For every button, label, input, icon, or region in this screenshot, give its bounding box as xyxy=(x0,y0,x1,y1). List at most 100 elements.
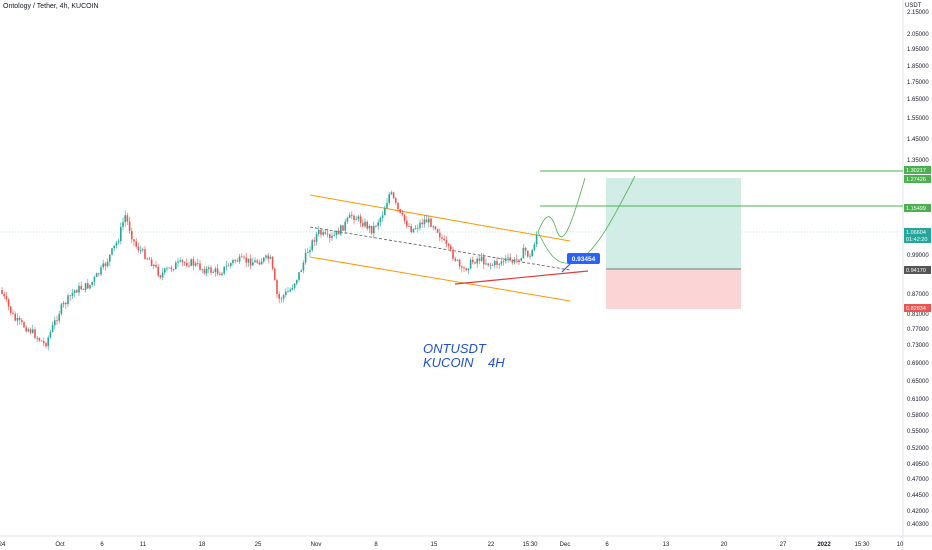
candle-body xyxy=(150,259,153,267)
candle-body xyxy=(458,259,461,267)
candle-body xyxy=(247,258,250,263)
candle-body xyxy=(161,272,164,278)
candle-body xyxy=(364,221,366,227)
candle-body xyxy=(353,215,355,220)
candle-body xyxy=(271,256,274,269)
candle-body xyxy=(535,234,538,245)
candle-body xyxy=(311,240,313,251)
candle-body xyxy=(210,267,212,273)
candle-body xyxy=(298,272,300,280)
candle-body xyxy=(445,240,448,244)
x-tick-label: 10 xyxy=(897,542,904,548)
candle-body xyxy=(392,192,395,199)
candle-body xyxy=(397,202,399,210)
candle-body xyxy=(333,234,335,236)
x-tick-label: Dec xyxy=(560,542,571,548)
candle-body xyxy=(342,225,344,231)
candle-body xyxy=(82,289,85,291)
y-tick-label: 0.47000 xyxy=(907,477,929,483)
candle-body xyxy=(192,259,195,266)
candle-body xyxy=(474,262,476,264)
candle-body xyxy=(390,192,393,195)
candle-body xyxy=(428,218,430,223)
candle-body xyxy=(441,237,443,239)
candle-body xyxy=(155,264,157,267)
candle-body xyxy=(1,290,3,294)
candle-body xyxy=(296,279,298,284)
candle-body xyxy=(478,258,481,261)
y-tick-label: 2.15000 xyxy=(907,10,929,16)
candle-body xyxy=(117,241,120,243)
y-tick-label: 1.85000 xyxy=(907,64,929,70)
candle-body xyxy=(258,262,261,265)
candle-body xyxy=(280,298,283,300)
candle-body xyxy=(447,243,450,246)
y-tick-label: 0.52000 xyxy=(907,446,929,452)
price-label-text: 1.30217 xyxy=(906,168,926,174)
y-tick-label: 0.58000 xyxy=(907,413,929,419)
price-label-bg xyxy=(904,304,931,312)
candle-body xyxy=(241,256,243,258)
candle-body xyxy=(188,265,190,267)
candle-body xyxy=(115,242,118,246)
candle-body xyxy=(434,226,437,230)
candle-body xyxy=(293,283,296,288)
stop-zone xyxy=(606,269,741,309)
candle-body xyxy=(421,222,423,225)
candle-body xyxy=(10,306,12,313)
candle-body xyxy=(322,232,324,235)
candle-body xyxy=(225,265,228,267)
candle-body xyxy=(344,221,346,231)
candle-body xyxy=(326,233,329,235)
candle-body xyxy=(91,281,93,285)
candle-body xyxy=(144,249,146,259)
candle-body xyxy=(370,225,373,234)
candle-body xyxy=(238,256,241,262)
candle-body xyxy=(32,329,34,333)
y-tick-label: 0.61000 xyxy=(907,397,929,403)
candle-body xyxy=(456,259,459,261)
channel-upper xyxy=(309,194,571,242)
x-tick-label: 18 xyxy=(199,542,206,548)
candle-body xyxy=(465,268,467,271)
candle-body xyxy=(249,258,252,266)
candle-body xyxy=(419,222,421,228)
x-tick-label: 6 xyxy=(605,542,609,548)
price-label-bg xyxy=(904,266,931,274)
candle-body xyxy=(223,266,225,274)
candle-body xyxy=(469,259,472,269)
candle-body xyxy=(181,260,184,263)
price-label-text: 0.82834 xyxy=(906,306,926,312)
chart-title: Ontology / Tether, 4h, KUCOIN xyxy=(3,3,99,10)
y-tick-label: 0.73000 xyxy=(907,343,929,349)
candle-body xyxy=(417,227,419,229)
candle-body xyxy=(346,217,349,222)
candles-group xyxy=(1,190,538,351)
candle-body xyxy=(531,250,533,257)
candle-body xyxy=(194,263,197,266)
candle-body xyxy=(111,248,113,255)
candle-body xyxy=(120,226,122,242)
x-tick-label: Oct xyxy=(55,542,65,548)
candle-body xyxy=(122,222,124,227)
candle-body xyxy=(234,260,236,261)
candle-body xyxy=(267,255,269,259)
candle-body xyxy=(62,302,65,305)
candle-body xyxy=(54,320,56,326)
x-tick-label: 2022 xyxy=(817,542,831,548)
candle-body xyxy=(375,225,377,227)
candle-body xyxy=(227,265,230,267)
candle-body xyxy=(263,257,265,262)
candle-body xyxy=(201,269,203,270)
candle-body xyxy=(498,263,500,265)
candle-body xyxy=(355,219,357,221)
candle-body xyxy=(3,293,5,297)
candle-body xyxy=(40,340,43,342)
candle-body xyxy=(102,263,104,268)
candle-body xyxy=(137,246,140,251)
candle-body xyxy=(454,258,456,261)
candle-body xyxy=(172,269,175,270)
candle-body xyxy=(21,320,23,323)
candle-body xyxy=(146,258,148,260)
